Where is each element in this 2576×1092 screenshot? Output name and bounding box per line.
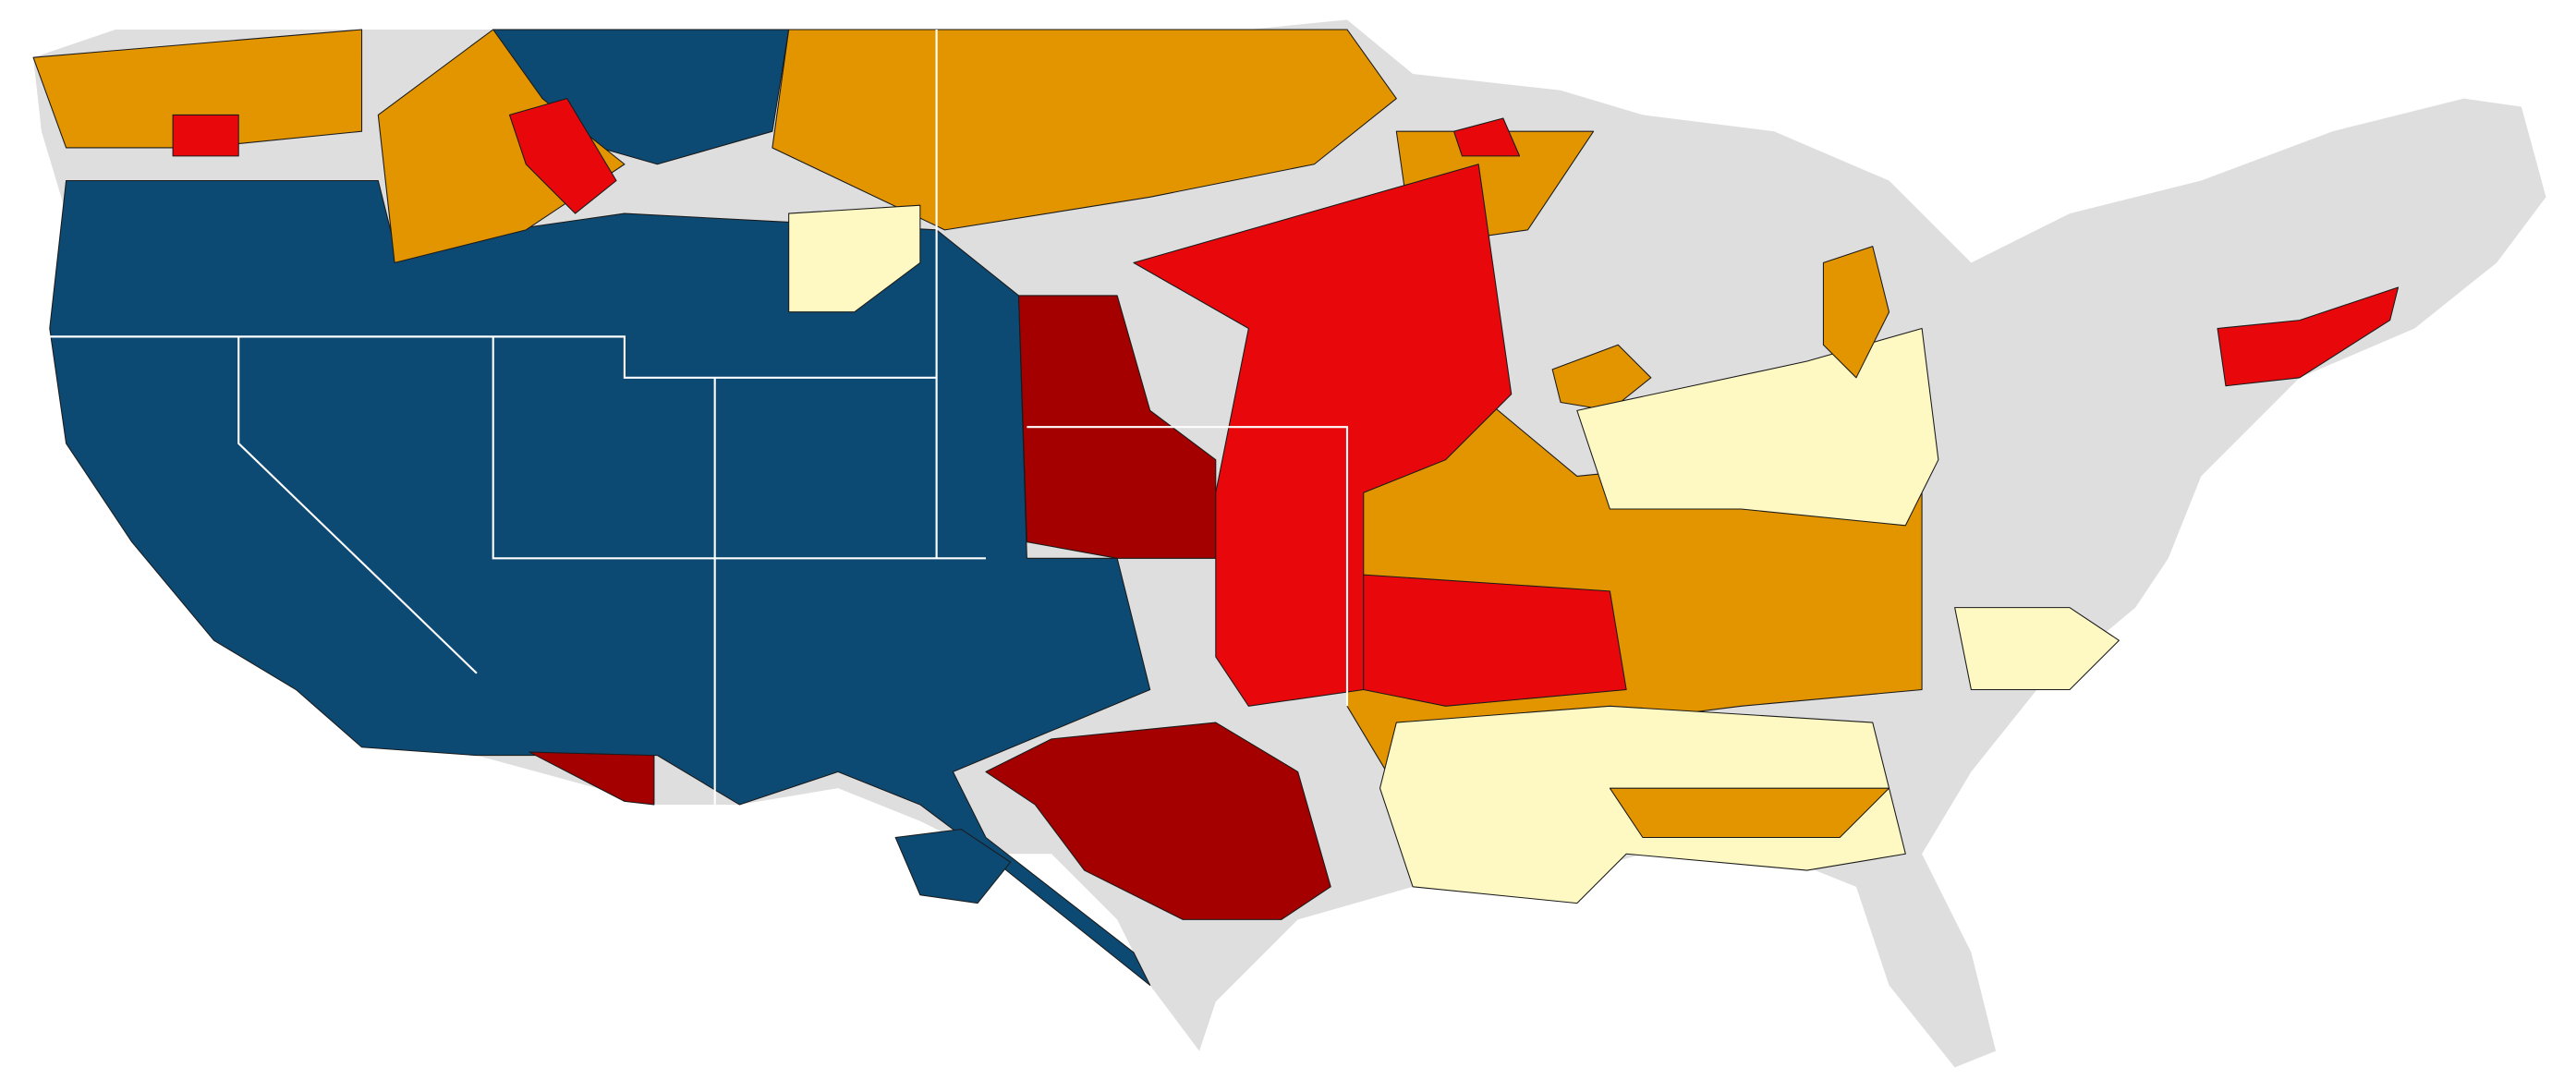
state-border [49,335,937,379]
state-borders [49,29,1349,805]
region [1609,787,1890,839]
region [1551,344,1652,411]
region [529,751,655,806]
region [788,204,921,313]
state-border [1027,426,1349,707]
region [772,29,1397,231]
region [1363,574,1627,707]
region [49,179,1151,986]
region [1822,246,1890,379]
region [1452,117,1521,157]
state-border [492,336,986,560]
region [2217,286,2400,387]
region [508,98,617,214]
region [985,722,1331,920]
county-regions [32,29,2400,986]
region [172,114,239,157]
region [377,29,626,263]
region [894,829,1012,904]
region [1954,607,2120,691]
region [1576,327,1939,527]
region [32,29,363,149]
state-border [237,336,478,674]
